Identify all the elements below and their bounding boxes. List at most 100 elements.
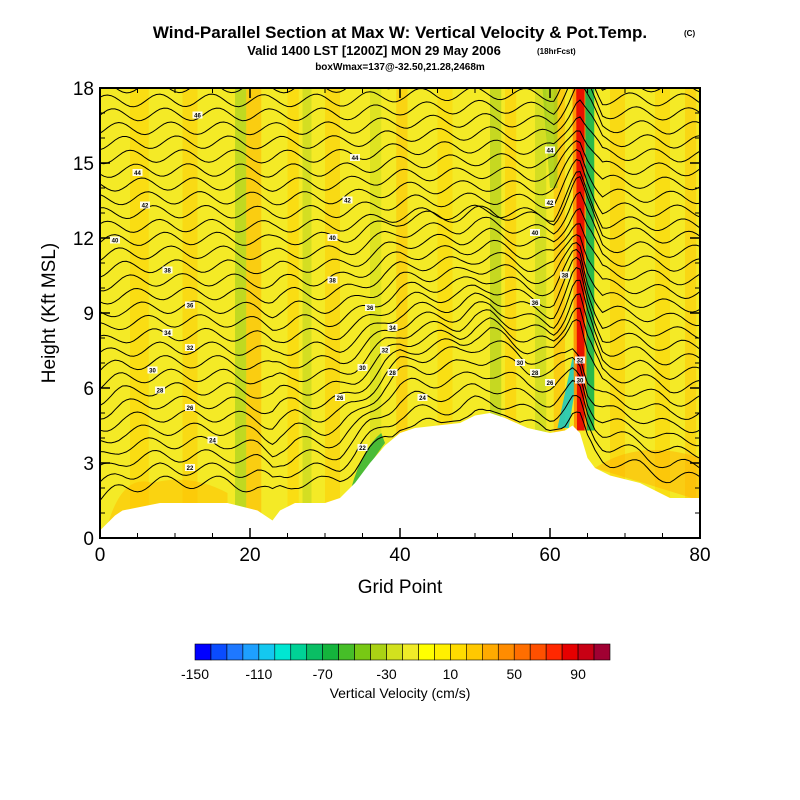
contour-label: 44 <box>350 154 360 162</box>
theta-contour <box>100 88 700 108</box>
svg-text:26: 26 <box>547 381 554 387</box>
colorbar-swatch <box>466 643 483 661</box>
y-tick-label: 18 <box>73 79 94 100</box>
colorbar-swatch <box>545 643 563 661</box>
velocity-band <box>396 88 408 538</box>
theta-contour <box>100 293 700 390</box>
colorbar-swatch <box>450 643 467 661</box>
velocity-band <box>490 88 502 538</box>
x-tick-label: 20 <box>239 545 260 566</box>
theta-contours <box>100 88 700 501</box>
contour-label: 36 <box>530 299 540 307</box>
colorbar-swatch <box>529 643 547 661</box>
colorbar-tick-label: -70 <box>313 666 333 682</box>
contour-label: 40 <box>110 236 120 245</box>
velocity-band <box>287 88 299 538</box>
velocity-band <box>610 88 625 538</box>
contour-label: 28 <box>387 369 398 377</box>
theta-contour <box>100 242 700 319</box>
contour-label: 44 <box>132 169 143 177</box>
svg-text:26: 26 <box>337 396 344 402</box>
terrain-mask <box>100 413 700 538</box>
theta-contour <box>100 148 700 206</box>
chart-subtitle: Valid 1400 LST [1200Z] MON 29 May 2006 <box>247 43 501 58</box>
colorbar-tick-label: -30 <box>376 666 396 682</box>
theta-contour <box>100 191 700 262</box>
svg-text:40: 40 <box>532 231 539 237</box>
velocity-band <box>370 88 382 538</box>
contour-label: 34 <box>162 329 173 337</box>
svg-text:30: 30 <box>149 369 156 375</box>
colorbar-swatch <box>194 643 212 661</box>
velocity-band <box>553 88 565 538</box>
svg-text:36: 36 <box>187 304 194 310</box>
colorbar-swatch <box>258 643 276 661</box>
svg-text:38: 38 <box>329 279 336 285</box>
svg-text:42: 42 <box>547 201 554 207</box>
contour-label: 42 <box>342 196 353 205</box>
y-tick-label: 6 <box>83 379 94 400</box>
svg-text:30: 30 <box>577 379 584 385</box>
theta-contour <box>100 223 700 292</box>
svg-text:44: 44 <box>134 171 141 177</box>
y-tick-label: 9 <box>83 304 94 325</box>
svg-text:40: 40 <box>112 239 119 245</box>
svg-text:34: 34 <box>389 326 396 332</box>
svg-text:42: 42 <box>344 199 351 205</box>
theta-contour <box>100 159 700 220</box>
contour-label: 36 <box>365 304 375 312</box>
colorbar-swatch <box>226 643 244 661</box>
contour-label: 28 <box>155 386 165 395</box>
plot-area: 46 44 44 44 42 42 42 40 40 40 38 38 38 36 36 36 34 34 32 32… <box>100 88 700 538</box>
svg-text:36: 36 <box>367 306 374 312</box>
colorbar-swatch <box>386 643 403 661</box>
contour-label: 38 <box>327 276 338 285</box>
y-tick-label: 3 <box>83 454 94 475</box>
contour-label: 46 <box>192 111 203 120</box>
svg-text:44: 44 <box>547 149 554 155</box>
colorbar-swatch <box>210 643 228 661</box>
upper-downdraft <box>542 88 558 188</box>
y-tick-label: 15 <box>73 154 94 175</box>
colorbar-swatch <box>561 643 579 661</box>
chart-subtitle-note: (18hrFcst) <box>537 47 576 56</box>
velocity-band <box>325 88 340 538</box>
contour-label: 22 <box>357 444 368 452</box>
contour-labels: 46 44 44 44 42 42 42 40 40 40 38 38 38 36 36 36 34 34 32 32… <box>110 111 585 472</box>
theta-contour <box>100 355 700 445</box>
contour-label: 28 <box>530 369 540 377</box>
svg-text:28: 28 <box>389 371 396 377</box>
x-axis-label: Grid Point <box>358 577 443 598</box>
contour-label: 30 <box>357 364 368 372</box>
contour-label: 22 <box>185 464 195 472</box>
x-tick-label: 40 <box>389 545 410 566</box>
svg-text:34: 34 <box>164 331 171 337</box>
colorbar-swatch <box>402 643 419 661</box>
svg-text:44: 44 <box>352 156 359 162</box>
colorbar-swatch <box>338 643 355 661</box>
theta-contour <box>100 130 700 178</box>
theta-contour <box>100 379 700 468</box>
y-axis-label: Height (Kft MSL) <box>39 243 60 383</box>
contour-label: 26 <box>545 379 555 387</box>
svg-text:32: 32 <box>187 346 194 352</box>
svg-text:30: 30 <box>517 361 524 367</box>
colorbar-tick-label: 90 <box>570 666 586 682</box>
chart-subtitle2: boxWmax=137@-32.50,21.28,2468m <box>315 62 485 73</box>
colorbar-swatch <box>497 643 515 661</box>
theta-contour <box>100 248 700 331</box>
y-tick-label: 0 <box>83 529 94 550</box>
svg-text:42: 42 <box>142 204 149 210</box>
theta-contour <box>100 207 700 278</box>
theta-contour <box>100 340 700 432</box>
contour-label: 38 <box>162 266 173 275</box>
contour-label: 42 <box>545 199 555 207</box>
theta-contour <box>100 140 700 192</box>
contour-label: 30 <box>575 376 585 385</box>
contour-label: 26 <box>185 404 195 412</box>
colorbar-swatch <box>354 643 371 661</box>
colorbar-tick-label: 10 <box>443 666 459 682</box>
contour-label: 30 <box>515 359 525 367</box>
colorbar-tick-label: -110 <box>245 666 272 682</box>
